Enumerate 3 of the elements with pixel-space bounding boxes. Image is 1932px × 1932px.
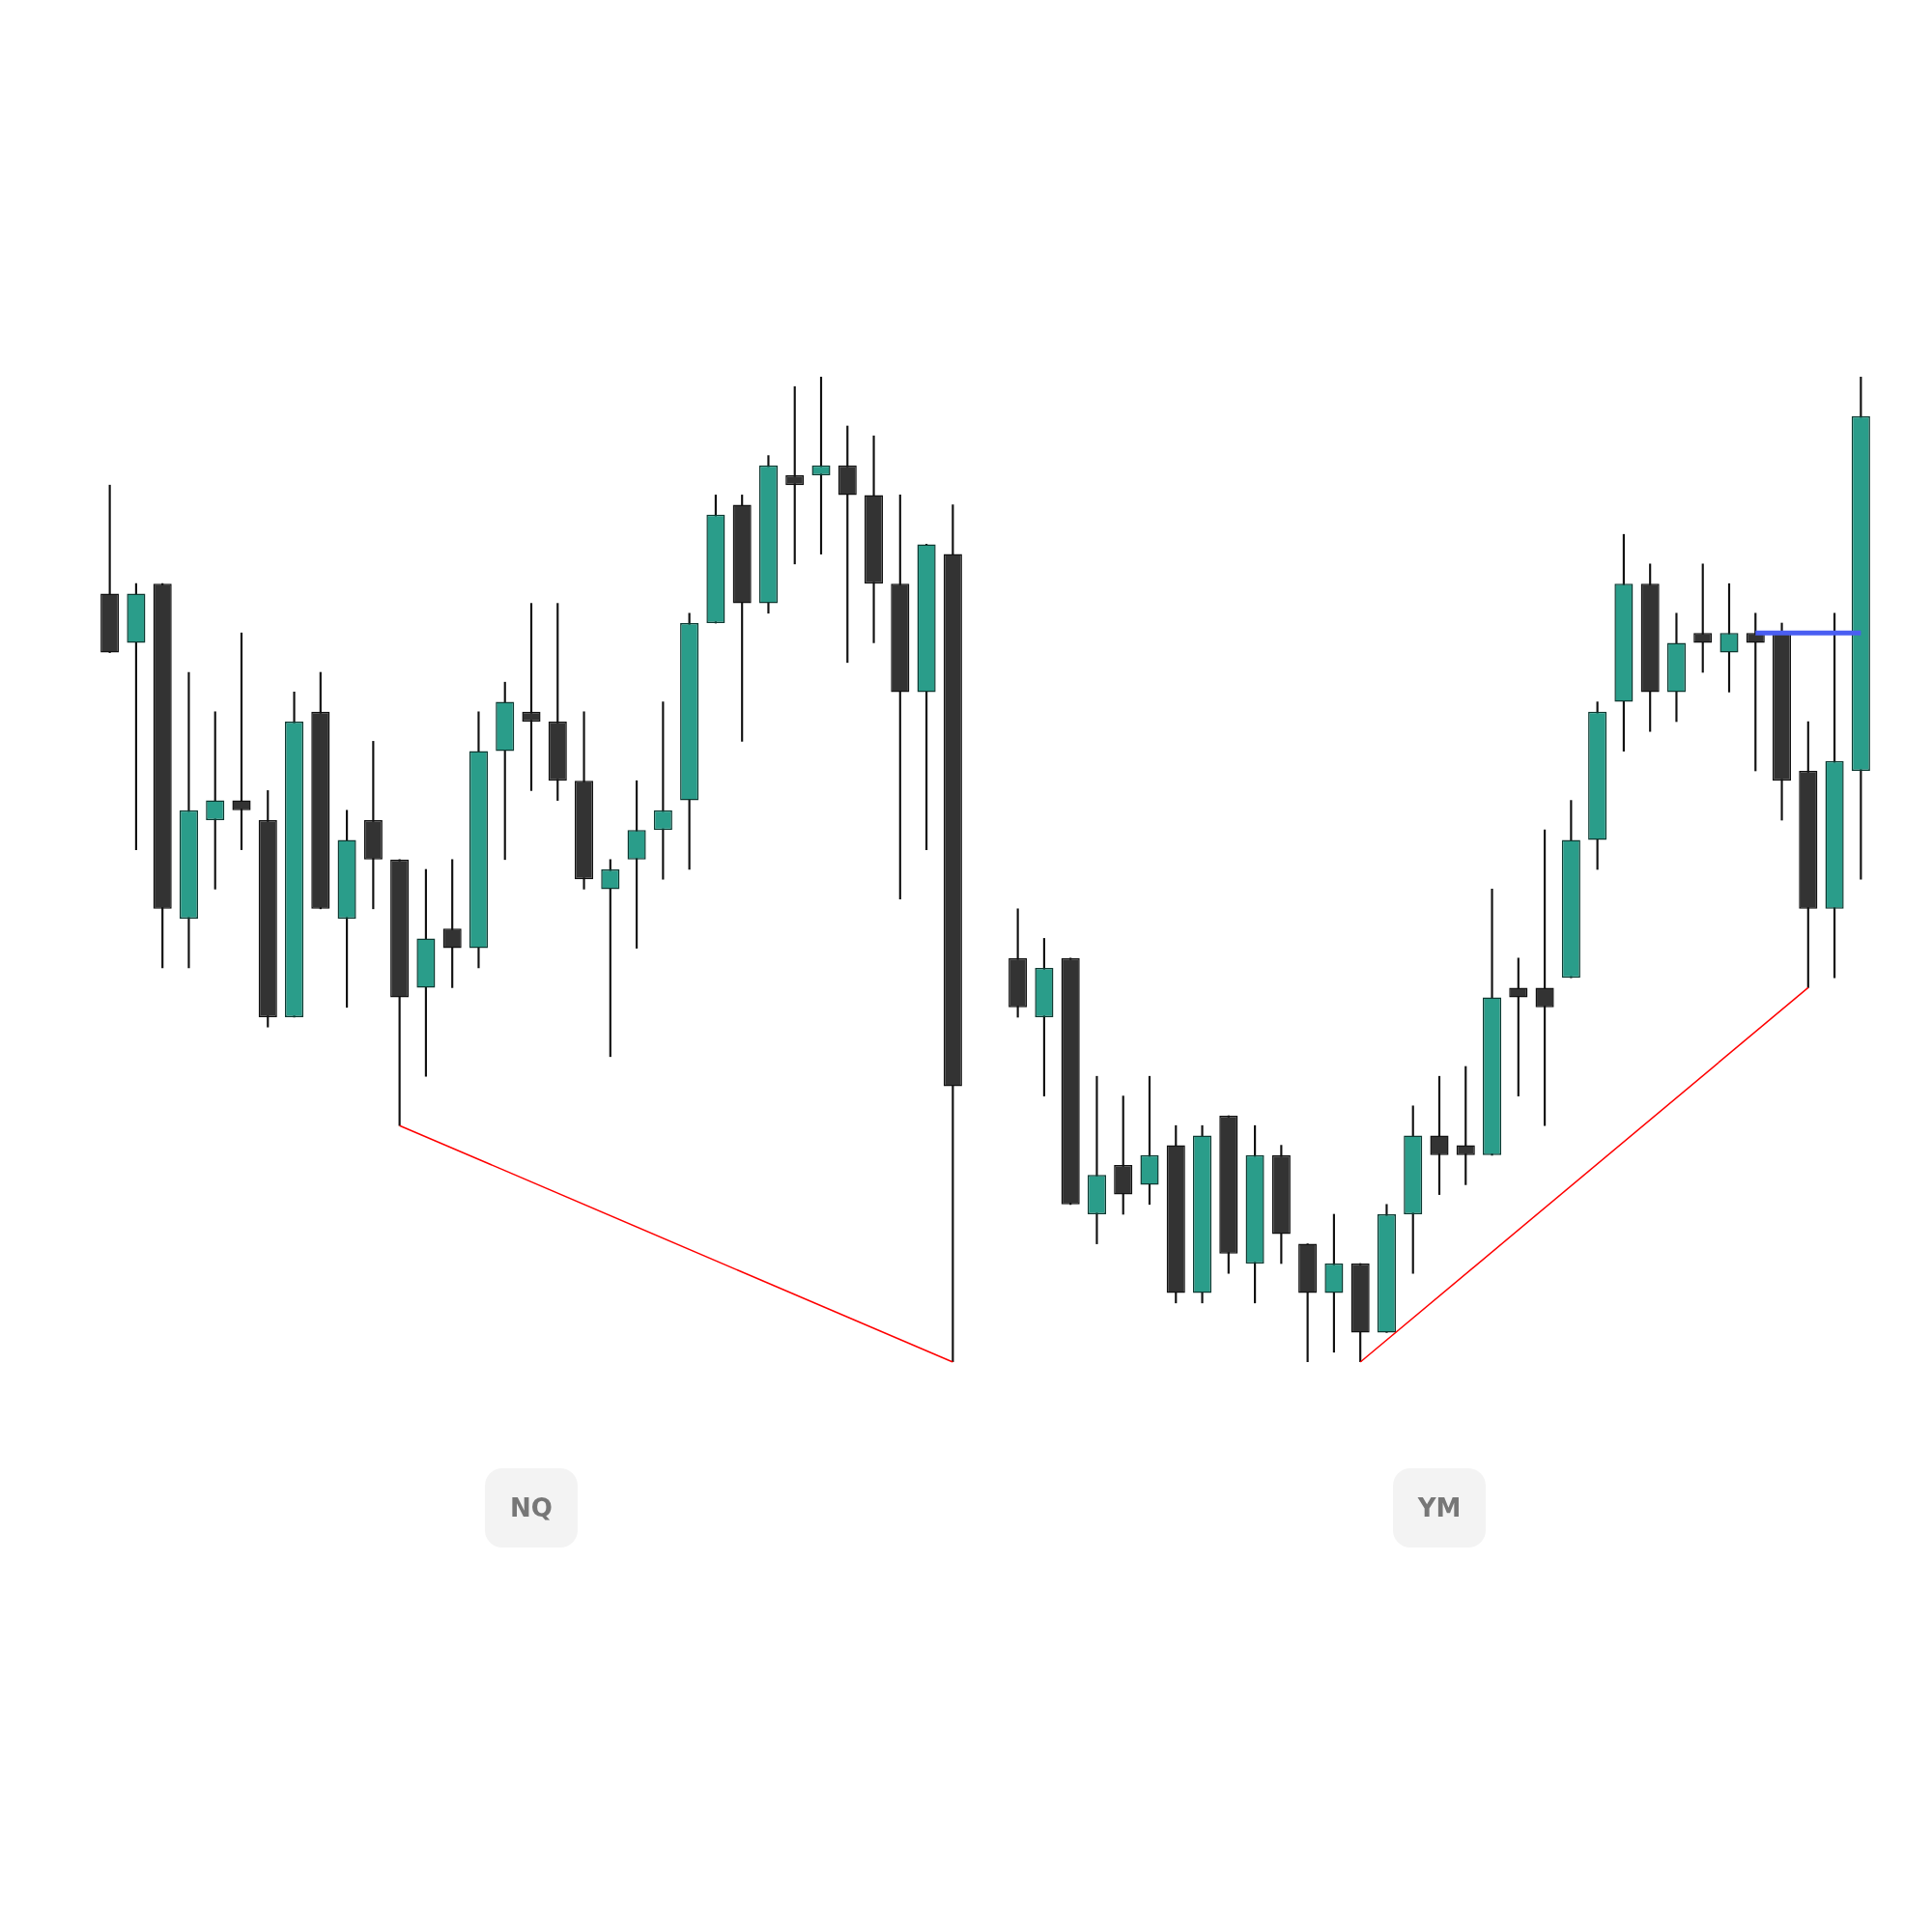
text: YM: [1392, 1468, 1487, 1548]
candlestick: [1087, 1075, 1106, 1244]
text: NQ: [485, 1468, 578, 1548]
